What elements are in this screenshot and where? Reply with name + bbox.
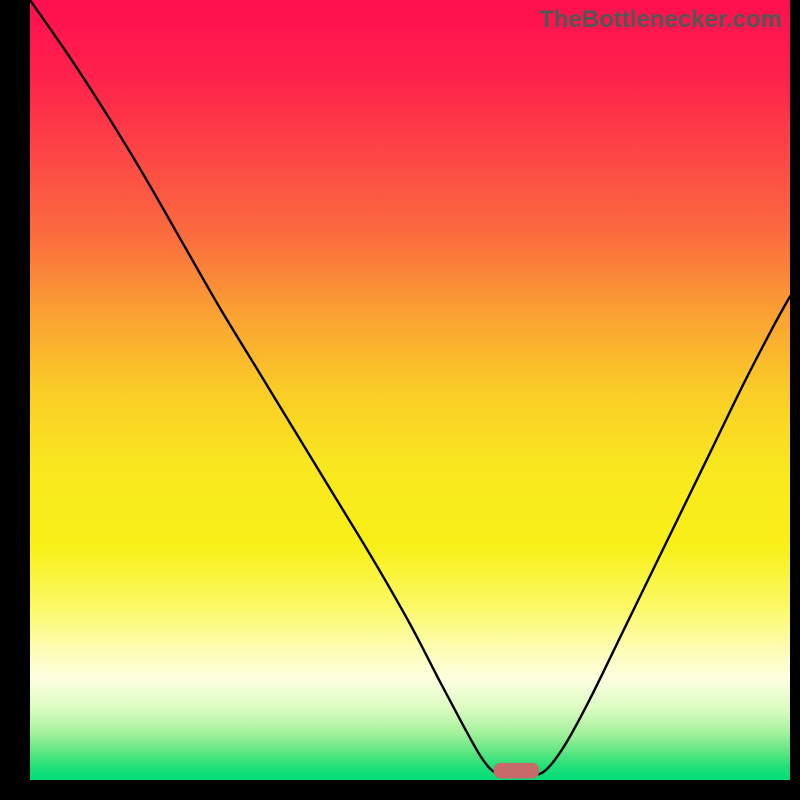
gradient-background <box>30 0 790 780</box>
watermark-text: TheBottlenecker.com <box>539 6 782 34</box>
plot-area <box>30 0 790 780</box>
optimal-marker <box>494 763 540 779</box>
chart-svg <box>30 0 790 780</box>
chart-container: TheBottlenecker.com <box>0 0 800 800</box>
